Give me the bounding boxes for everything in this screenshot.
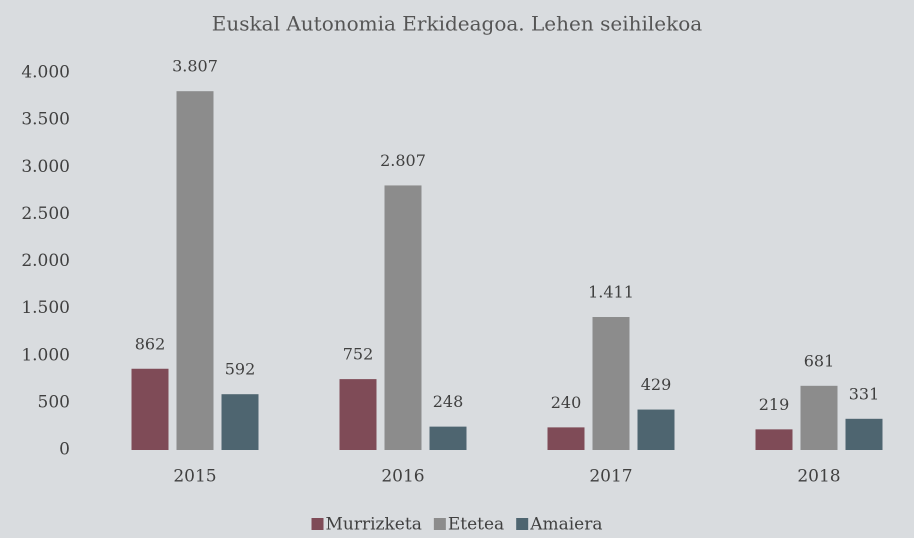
bar <box>339 379 377 450</box>
y-tick-label: 1.500 <box>21 298 70 318</box>
y-tick-label: 500 <box>38 392 70 412</box>
bar <box>592 317 630 450</box>
legend-swatch <box>311 518 324 530</box>
legend-label: Murrizketa <box>326 515 422 535</box>
bar <box>755 429 793 450</box>
data-label: 862 <box>135 334 166 353</box>
legend-swatch <box>516 518 529 530</box>
bar <box>176 91 214 450</box>
data-label: 752 <box>343 345 374 364</box>
bar <box>429 426 467 450</box>
data-label: 681 <box>804 351 835 370</box>
x-tick-label: 2016 <box>381 467 424 487</box>
data-label: 429 <box>641 375 672 394</box>
bar <box>637 409 675 450</box>
data-label: 240 <box>551 393 582 412</box>
y-tick-label: 2.000 <box>21 251 70 271</box>
legend-swatch <box>433 518 446 530</box>
y-tick-label: 0 <box>59 440 70 460</box>
bar <box>384 185 422 450</box>
data-label: 219 <box>759 395 790 414</box>
bar <box>547 427 585 450</box>
bar <box>845 418 883 450</box>
legend-label: Etetea <box>448 515 504 535</box>
y-tick-label: 3.000 <box>21 157 70 177</box>
bar <box>221 394 259 450</box>
data-label: 331 <box>849 384 880 403</box>
bar <box>800 385 838 450</box>
data-label: 3.807 <box>172 57 218 76</box>
chart-title: Euskal Autonomia Erkideagoa. Lehen seihi… <box>212 12 702 36</box>
data-label: 248 <box>433 392 464 411</box>
legend-label: Amaiera <box>529 515 602 535</box>
y-tick-label: 1.000 <box>21 345 70 365</box>
y-tick-label: 3.500 <box>21 110 70 130</box>
data-label: 2.807 <box>380 151 426 170</box>
data-label: 592 <box>225 360 256 379</box>
x-tick-label: 2018 <box>797 467 840 487</box>
data-label: 1.411 <box>588 283 634 302</box>
y-tick-label: 2.500 <box>21 204 70 224</box>
y-tick-label: 4.000 <box>21 63 70 83</box>
bar <box>131 368 169 450</box>
x-tick-label: 2015 <box>173 467 216 487</box>
x-tick-label: 2017 <box>589 467 632 487</box>
